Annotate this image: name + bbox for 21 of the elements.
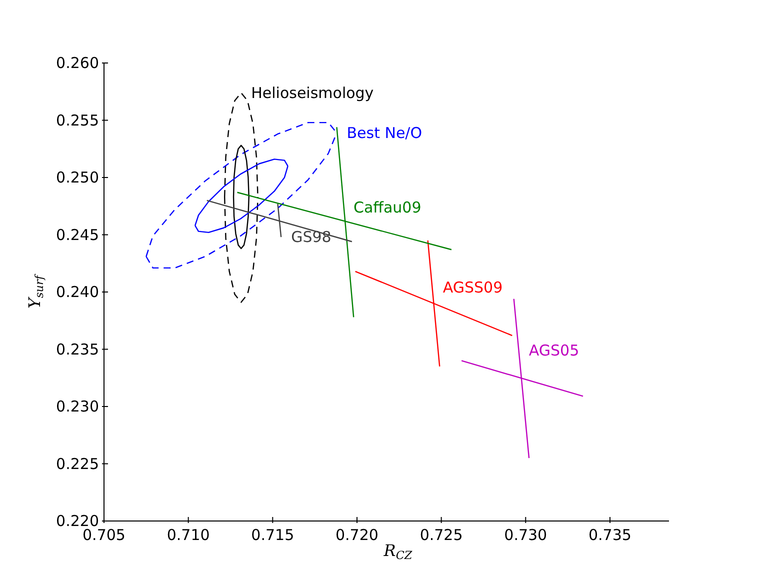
x-tick-label: 0.715 xyxy=(251,526,294,544)
y-tick-label: 0.235 xyxy=(56,340,99,358)
x-axis-title: R$_{CZ}$ xyxy=(382,541,412,562)
annotation: AGS05 xyxy=(528,341,580,360)
x-tick-label: 0.730 xyxy=(504,526,548,544)
x-tick-label: 0.735 xyxy=(588,526,632,544)
y-tick-label: 0.225 xyxy=(56,454,99,473)
y-tick-label: 0.260 xyxy=(56,54,99,72)
y-tick-label: 0.240 xyxy=(56,283,99,301)
y-tick-label: 0.250 xyxy=(56,168,99,186)
annotation: Helioseismology xyxy=(251,84,374,102)
annotation: AGSS09 xyxy=(442,278,503,296)
y-tick-label: 0.255 xyxy=(56,111,99,130)
annotation: GS98 xyxy=(291,228,332,246)
x-tick-label: 0.725 xyxy=(420,526,463,544)
y-tick-label: 0.230 xyxy=(56,398,99,416)
x-tick-label: 0.710 xyxy=(166,526,210,544)
annotation: Caffau09 xyxy=(353,198,422,216)
y-tick-label: 0.245 xyxy=(56,226,99,244)
x-tick-label: 0.720 xyxy=(336,526,378,544)
annotation: Best Ne/O xyxy=(346,124,422,142)
